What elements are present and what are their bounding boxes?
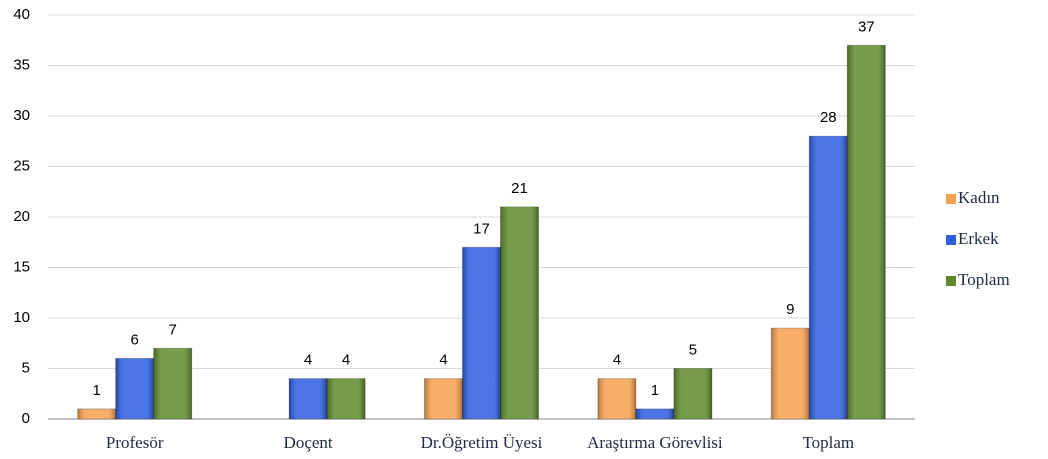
value-label: 4 [304,352,312,369]
value-label: 1 [651,382,659,399]
bar-shade [500,206,539,419]
legend-swatch [946,194,956,204]
y-tick-label: 15 [13,258,30,275]
y-tick-label: 20 [13,208,30,225]
bar-shade [424,378,463,419]
bar-shade [289,378,328,419]
y-tick-label: 30 [13,107,30,124]
value-label: 7 [169,321,177,338]
y-tick-label: 25 [13,157,30,174]
bar-shade [847,45,886,420]
bar-shade [327,378,366,419]
value-label: 6 [131,331,139,348]
legend-label: Erkek [958,229,999,248]
value-label: 17 [473,220,490,237]
value-label: 4 [342,352,350,369]
y-tick-label: 40 [13,6,30,23]
bar-shade [115,358,154,419]
bar-shade [635,408,674,419]
value-label: 1 [93,382,101,399]
bar-shade [597,378,636,419]
y-tick-label: 0 [22,410,30,427]
legend-swatch [946,276,956,286]
value-label: 4 [439,352,447,369]
x-tick-label: Dr.Öğretim Üyesi [421,433,543,452]
value-label: 28 [820,109,837,126]
legend-label: Toplam [958,270,1010,289]
x-tick-label: Araştırma Görevlisi [587,433,723,452]
value-label: 37 [858,18,875,35]
bar-shade [673,368,712,419]
x-tick-label: Toplam [802,433,854,452]
value-label: 4 [613,352,621,369]
y-tick-label: 35 [13,56,30,73]
bar-shade [462,247,501,419]
value-label: 9 [786,301,794,318]
value-label: 5 [689,341,697,358]
x-tick-label: Profesör [106,433,164,452]
y-tick-label: 5 [22,359,30,376]
legend-swatch [946,235,956,245]
legend-label: Kadın [958,188,1000,207]
value-label: 21 [511,180,528,197]
bar-shade [77,408,116,419]
bar-shade [153,348,192,419]
bar-shade [809,136,848,419]
bar-shade [771,328,810,419]
y-tick-label: 10 [13,309,30,326]
x-tick-label: Doçent [284,433,333,452]
